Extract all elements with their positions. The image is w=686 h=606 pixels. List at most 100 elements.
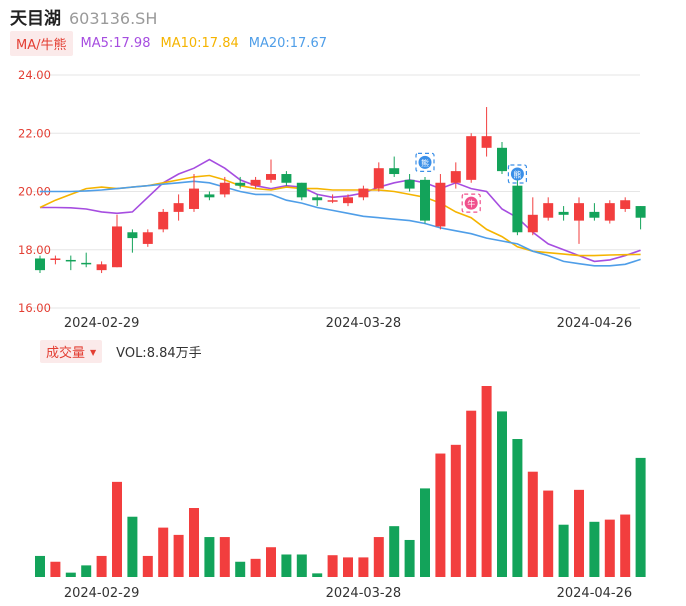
candle-up	[158, 211, 169, 230]
candle-up	[50, 258, 61, 260]
stock-name: 天目湖	[10, 9, 61, 29]
volume-bar	[358, 557, 369, 577]
volume-indicator-toggle[interactable]: 成交量 ▼	[40, 339, 103, 363]
candle-up	[142, 232, 153, 244]
candle-up	[96, 264, 107, 271]
volume-bar	[312, 573, 323, 577]
volume-bar	[250, 558, 261, 577]
volume-bar	[296, 554, 307, 577]
stock-code: 603136.SH	[69, 9, 158, 28]
candle-down	[635, 206, 646, 218]
ma-legend: MA/牛熊 MA5:17.98 MA10:17.84 MA20:17.67	[10, 30, 337, 56]
candle-up	[574, 203, 584, 221]
volume-bar	[50, 561, 61, 577]
candle-up	[450, 171, 461, 183]
ma5-label: MA5:17.98	[80, 35, 151, 51]
candle-up	[481, 136, 492, 148]
volume-bar	[142, 555, 153, 577]
price-x-tick-label: 2024-04-26	[557, 316, 633, 331]
candle-up	[527, 214, 538, 233]
candle-up	[250, 179, 261, 186]
candle-down	[312, 197, 323, 201]
signal-frame	[461, 193, 481, 213]
signal-frame	[415, 152, 435, 172]
price-y-tick-label: 22.00	[18, 126, 51, 140]
ma5-line	[40, 158, 641, 263]
candle-up	[373, 168, 384, 189]
candle-down	[404, 179, 415, 189]
volume-bar	[281, 554, 292, 577]
stock-header: 天目湖 603136.SH	[10, 4, 158, 29]
volume-bar	[497, 411, 507, 577]
candle-down	[35, 258, 45, 271]
volume-bar	[65, 572, 76, 577]
price-y-tick-label: 18.00	[18, 243, 51, 257]
volume-bar	[574, 489, 584, 577]
price-x-tick-label: 2024-02-29	[64, 316, 140, 331]
candle-down	[558, 211, 569, 215]
signal-badge	[418, 155, 432, 169]
signal-frame	[507, 164, 527, 184]
ma10-label: MA10:17.84	[160, 35, 239, 51]
candle-down	[589, 211, 600, 218]
candle-up	[219, 182, 230, 195]
volume-bar	[435, 453, 446, 577]
volume-bar	[127, 516, 138, 577]
volume-toggle-label: 成交量	[46, 345, 86, 361]
candle-down	[497, 147, 507, 172]
candle-down	[296, 182, 307, 198]
price-y-tick-label: 20.00	[18, 185, 51, 199]
candle-up	[435, 182, 446, 227]
candle-down	[204, 194, 215, 198]
price-chart[interactable]: 16.00 18.00 20.00 22.00 24.00 2024-02-29 2024-…	[0, 60, 686, 340]
volume-bar	[327, 555, 338, 577]
ma-indicator-toggle[interactable]: MA/牛熊	[10, 30, 73, 56]
bear-signal-icon: 熊	[415, 152, 435, 172]
signal-badge	[510, 167, 524, 181]
candle-up	[604, 203, 615, 221]
volume-bar	[173, 534, 184, 577]
candle-down	[389, 168, 400, 175]
volume-x-tick-label: 2024-04-26	[557, 586, 633, 601]
volume-bar	[543, 490, 554, 577]
candle-down	[512, 185, 523, 233]
volume-bar	[389, 526, 400, 577]
candle-up	[112, 226, 122, 268]
price-y-tick-label: 16.00	[18, 301, 51, 315]
candle-down	[127, 232, 138, 239]
signal-badge	[464, 196, 478, 210]
volume-bar	[620, 514, 631, 577]
volume-bar	[343, 557, 353, 577]
ma20-label: MA20:17.67	[248, 35, 327, 51]
caret-down-icon: ▼	[90, 347, 97, 357]
candle-up	[358, 188, 369, 198]
volume-bar	[512, 439, 523, 577]
signal-glyph: 熊	[513, 170, 521, 180]
candle-up	[620, 200, 631, 209]
volume-bar	[219, 537, 230, 577]
candle-down	[235, 182, 246, 186]
candle-down	[81, 262, 92, 265]
volume-bar	[481, 386, 492, 577]
volume-x-tick-label: 2024-03-28	[326, 586, 402, 601]
volume-legend: 成交量 ▼ VOL:8.84万手	[40, 339, 202, 363]
candle-down	[65, 259, 76, 262]
volume-bar	[189, 508, 199, 577]
candle-up	[189, 188, 199, 209]
candle-down	[420, 179, 430, 221]
volume-bar	[466, 410, 477, 577]
candle-up	[466, 136, 477, 180]
volume-bar	[81, 565, 92, 577]
candle-up	[543, 203, 554, 218]
volume-bar	[604, 519, 615, 577]
candle-down	[281, 174, 292, 183]
price-x-tick-label: 2024-03-28	[326, 316, 402, 331]
volume-bar	[635, 457, 646, 577]
price-y-tick-label: 24.00	[18, 68, 51, 82]
candle-up	[327, 200, 338, 202]
volume-bar	[589, 521, 600, 577]
volume-chart[interactable]: 2024-02-29 2024-03-28 2024-04-26	[0, 366, 686, 606]
volume-bar	[204, 537, 215, 577]
volume-bar	[96, 555, 107, 577]
volume-bar	[450, 444, 461, 577]
